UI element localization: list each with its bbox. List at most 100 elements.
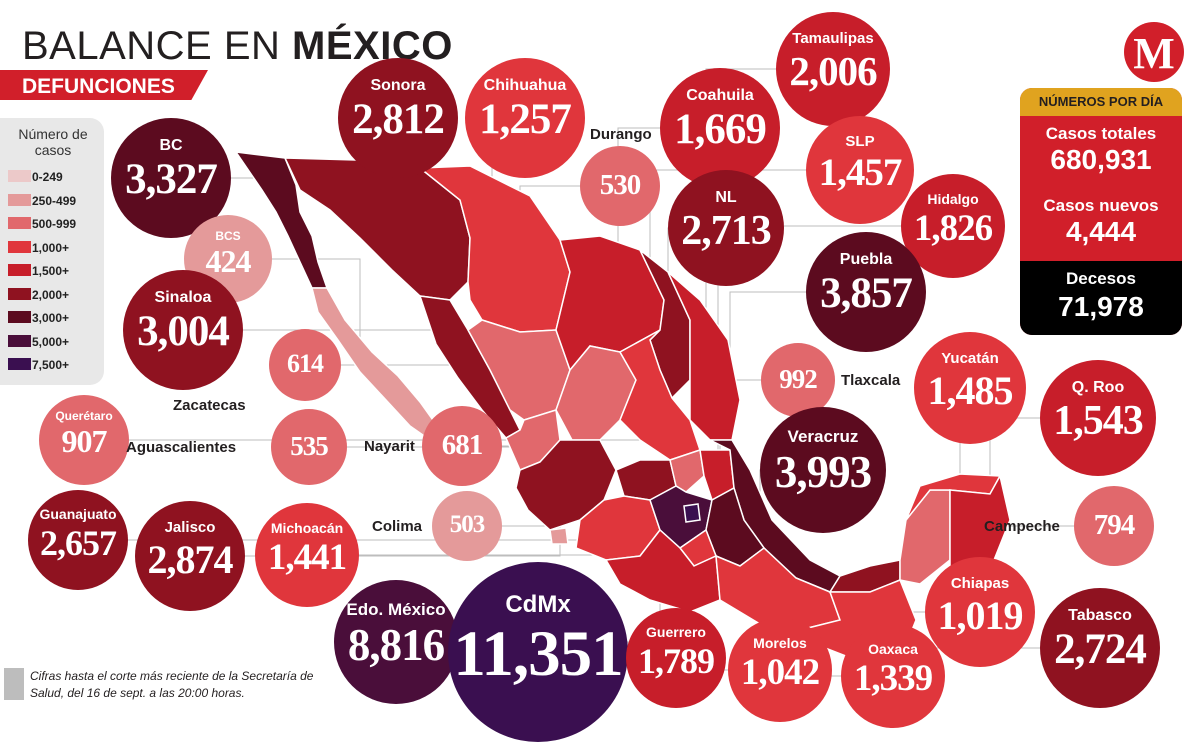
state-bubble: Yucatán 1,485 bbox=[914, 332, 1026, 444]
legend-swatch bbox=[8, 240, 31, 253]
legend-label: 250-499 bbox=[32, 193, 77, 208]
new-cases-label: Casos nuevos bbox=[1043, 196, 1159, 215]
legend-item: 2,000+ bbox=[8, 287, 104, 302]
total-cases-value: 680,931 bbox=[1050, 144, 1152, 175]
state-value: 681 bbox=[441, 429, 484, 461]
state-bubble: Hidalgo 1,826 bbox=[901, 174, 1005, 278]
legend-label: 1,500+ bbox=[32, 264, 70, 278]
state-bubble: Sonora 2,812 bbox=[338, 58, 458, 178]
region-qroo bbox=[949, 473, 1011, 581]
state-bubble: Puebla 3,857 bbox=[806, 232, 926, 352]
state-bubble: Guerrero 1,789 bbox=[626, 608, 726, 708]
state-value: 992 bbox=[779, 364, 818, 394]
legend-label: 1,000+ bbox=[32, 240, 70, 255]
state-name-outside: Durango bbox=[590, 126, 652, 143]
legend-label: 5,000+ bbox=[32, 334, 70, 349]
state-value: 2,006 bbox=[789, 48, 877, 94]
state-value: 2,713 bbox=[681, 208, 772, 254]
legend-label: 0-249 bbox=[32, 170, 63, 184]
state-bubble: Guanajuato 2,657 bbox=[28, 490, 128, 590]
state-value: 530 bbox=[599, 169, 642, 201]
state-name-outside: Aguascalientes bbox=[126, 439, 237, 456]
state-name: Puebla bbox=[839, 251, 893, 268]
state-value: 424 bbox=[205, 243, 252, 279]
state-name: Q. Roo bbox=[1071, 379, 1125, 396]
state-bubble: Q. Roo 1,543 bbox=[1040, 360, 1156, 476]
state-value: 1,019 bbox=[937, 593, 1024, 638]
state-bubble: Querétaro 907 bbox=[39, 395, 129, 485]
state-name-outside: Tlaxcala bbox=[841, 372, 901, 389]
state-name: Morelos bbox=[753, 635, 807, 651]
state-bubble: Michoacán 1,441 bbox=[255, 503, 359, 607]
state-value: 3,004 bbox=[137, 308, 230, 355]
legend-swatch bbox=[8, 264, 31, 276]
state-name: Oaxaca bbox=[868, 641, 918, 657]
state-name: Jalisco bbox=[164, 519, 216, 536]
legend-label: 500-999 bbox=[32, 217, 77, 231]
region-slp bbox=[618, 329, 701, 461]
state-value: 614 bbox=[287, 349, 324, 378]
state-name: BC bbox=[159, 137, 183, 154]
state-bubble: Tabasco 2,724 bbox=[1040, 588, 1160, 708]
state-value: 907 bbox=[61, 423, 108, 459]
deaths-value: 71,978 bbox=[1058, 291, 1144, 322]
state-name-outside: Colima bbox=[372, 518, 423, 535]
legend-item: 5,000+ bbox=[8, 334, 104, 349]
region-cdmx bbox=[683, 503, 701, 523]
page-title-bold: MÉXICO bbox=[292, 24, 453, 68]
state-value: 1,457 bbox=[818, 151, 903, 194]
state-bubble: BCS 424 bbox=[184, 215, 272, 303]
state-value: 3,993 bbox=[774, 447, 872, 497]
state-bubble: 535 bbox=[271, 409, 347, 485]
state-value: 1,669 bbox=[674, 106, 767, 153]
footnote: Cifras hasta el corte más reciente de la… bbox=[30, 669, 314, 700]
legend-title: Número de casos bbox=[18, 126, 88, 158]
region-queretaro bbox=[669, 449, 705, 493]
legend-item: 1,500+ bbox=[8, 264, 104, 278]
state-bubble: Edo. México 8,816 bbox=[334, 580, 458, 704]
state-bubble: 681 bbox=[422, 406, 502, 486]
state-name: Edo. México bbox=[346, 600, 446, 619]
state-value: 1,441 bbox=[267, 537, 347, 578]
deaths-box: Decesos 71,978 bbox=[1020, 261, 1182, 335]
state-value: 1,485 bbox=[927, 368, 1014, 413]
state-name: SLP bbox=[845, 133, 875, 150]
state-value: 3,327 bbox=[125, 156, 218, 203]
state-bubble: SLP 1,457 bbox=[806, 116, 914, 224]
legend-swatch bbox=[8, 193, 31, 206]
legend: Número de casos 0-249 250-499 500-999 1,000… bbox=[0, 118, 104, 385]
state-name: Guanajuato bbox=[39, 506, 117, 522]
legend-swatch bbox=[8, 334, 31, 347]
state-bubble: Oaxaca 1,339 bbox=[841, 624, 945, 728]
legend-item: 1,000+ bbox=[8, 240, 104, 255]
state-bubble: Morelos 1,042 bbox=[728, 618, 832, 722]
deaths-label: Decesos bbox=[1066, 269, 1136, 288]
state-name: BCS bbox=[215, 229, 241, 243]
panel-header: NÚMEROS POR DÍA bbox=[1020, 88, 1182, 116]
new-cases-value: 4,444 bbox=[1065, 216, 1137, 247]
legend-swatch bbox=[8, 217, 31, 229]
state-name: Hidalgo bbox=[927, 191, 979, 207]
state-bubble: 794 bbox=[1074, 486, 1154, 566]
daily-numbers-panel: NÚMEROS POR DÍA Casos totales 680,931 Ca… bbox=[1020, 88, 1182, 335]
state-bubble: Veracruz 3,993 bbox=[760, 407, 886, 533]
legend-swatch bbox=[8, 170, 31, 182]
leader-line bbox=[228, 258, 361, 362]
state-name: Michoacán bbox=[270, 520, 344, 536]
legend-item: 250-499 bbox=[8, 193, 104, 208]
legend-label: 7,500+ bbox=[32, 358, 70, 372]
map-shapes bbox=[234, 151, 1011, 661]
state-value: 503 bbox=[449, 511, 486, 538]
total-cases-label: Casos totales bbox=[1045, 124, 1157, 143]
state-name: Tabasco bbox=[1068, 607, 1132, 624]
legend-item: 7,500+ bbox=[8, 358, 104, 372]
state-name-outside: Campeche bbox=[984, 518, 1060, 535]
legend-swatch bbox=[8, 311, 31, 323]
state-value: 1,042 bbox=[740, 652, 820, 693]
state-name-outside: Zacatecas bbox=[173, 397, 246, 414]
state-value: 8,816 bbox=[347, 620, 445, 670]
state-value: 1,789 bbox=[638, 641, 715, 681]
state-name: Querétaro bbox=[55, 409, 113, 423]
state-name: Guerrero bbox=[646, 624, 706, 640]
